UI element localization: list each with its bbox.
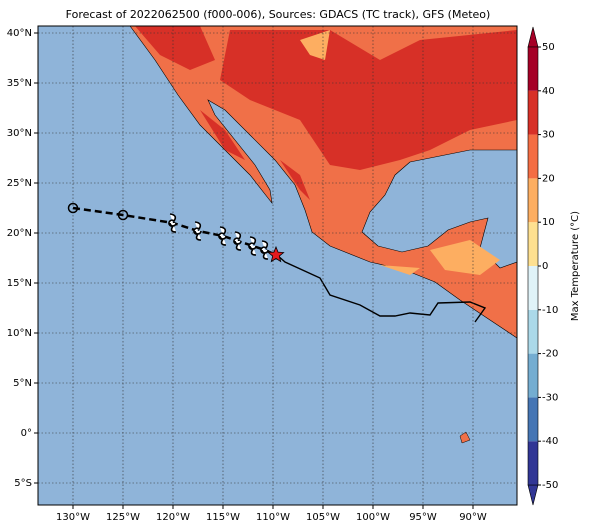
- colorbar-segment: [528, 441, 538, 485]
- colorbar-tick-label: 0: [542, 261, 548, 272]
- y-tick-label: 30°N: [7, 128, 32, 139]
- y-tick-label: 5°S: [14, 478, 32, 489]
- colorbar: -50 -40 -30 -20 -10 0 10 20 30 40 50: [527, 26, 558, 506]
- colorbar-tick-label: 40: [542, 86, 555, 97]
- map-frame: [37, 25, 518, 506]
- colorbar-extend-high: [527, 26, 539, 48]
- y-tick-label: 40°N: [7, 28, 32, 39]
- x-tick-label: 120°W: [156, 512, 190, 523]
- gulf-of-mexico: [361, 149, 517, 269]
- colorbar-segment: [528, 134, 538, 179]
- colorbar-segment: [528, 397, 538, 442]
- y-tick-label: 10°N: [7, 328, 32, 339]
- colorbar-extend-low: [527, 484, 539, 506]
- track: [67, 202, 285, 263]
- colorbar-tick-label: 10: [542, 217, 555, 228]
- track-point: [117, 209, 129, 221]
- colorbar-segment: [528, 90, 538, 135]
- y-tick-label: 15°N: [7, 278, 32, 289]
- title: Forecast of 2022062500 (f000-006), Sourc…: [66, 8, 491, 21]
- colorbar-tick-label: 30: [542, 130, 555, 141]
- y-tick-label: 5°N: [13, 378, 32, 389]
- colorbar-tick-label: -10: [542, 305, 558, 316]
- colorbar-label: Max Temperature (°C): [570, 211, 581, 321]
- storm-symbol: [193, 221, 202, 241]
- y-tick-label: 0°: [21, 428, 32, 439]
- x-tick-label: 90°W: [459, 512, 487, 523]
- colorbar-tick-label: 20: [542, 173, 555, 184]
- map-area: [38, 26, 517, 505]
- current-position: [267, 245, 285, 263]
- track-line: [276, 254, 487, 323]
- x-tick-label: 95°W: [409, 512, 437, 523]
- y-tick-label: 35°N: [7, 78, 32, 89]
- storm-symbol: [218, 226, 227, 246]
- colorbar-segment: [528, 178, 538, 223]
- x-tick-label: 105°W: [306, 512, 340, 523]
- galapagos: [459, 431, 471, 444]
- colorbar-segment: [528, 47, 538, 91]
- storm-symbol: [168, 213, 177, 233]
- storm-symbol: [260, 240, 269, 260]
- hot-region: [135, 26, 517, 200]
- y-tick-label: 25°N: [7, 178, 32, 189]
- x-tick-label: 115°W: [206, 512, 240, 523]
- colorbar-segment: [528, 353, 538, 398]
- track-point: [67, 202, 79, 214]
- colorbar-tick-label: -40: [542, 436, 558, 447]
- colorbar-tick-label: -50: [542, 480, 558, 491]
- colorbar-tick-label: 50: [542, 42, 555, 53]
- x-tick-label: 130°W: [56, 512, 90, 523]
- warm-region: [300, 30, 500, 275]
- y-tick-label: 20°N: [7, 228, 32, 239]
- x-tick-label: 100°W: [356, 512, 390, 523]
- storm-symbol: [233, 231, 242, 251]
- storm-symbol: [248, 236, 257, 256]
- grid: [38, 26, 517, 505]
- colorbar-segment: [528, 266, 538, 310]
- colorbar-segment: [528, 222, 538, 266]
- colorbar-tick-label: -20: [542, 349, 558, 360]
- colorbar-segment: [528, 309, 538, 354]
- colorbar-tick-label: -30: [542, 392, 558, 403]
- x-tick-label: 125°W: [106, 512, 140, 523]
- x-tick-label: 110°W: [256, 512, 290, 523]
